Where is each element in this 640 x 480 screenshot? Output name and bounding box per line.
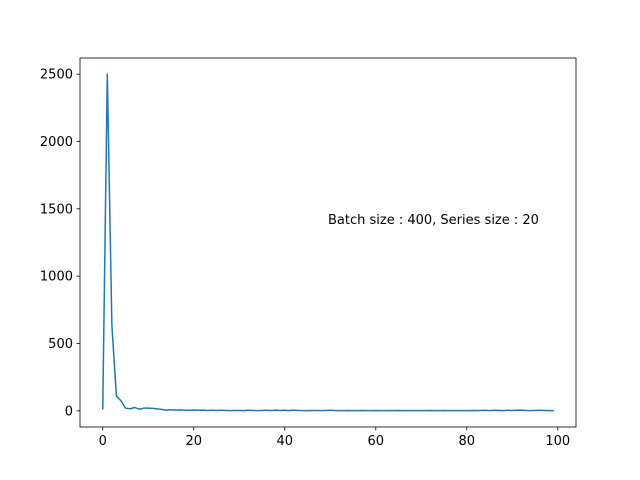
- series-line: [101, 73, 554, 412]
- y-tick-label: 2500: [40, 68, 73, 83]
- x-tick-label: 40: [276, 434, 293, 449]
- y-axis: 0 500 1000 1500 2000 2500: [40, 68, 80, 419]
- y-tick-label: 1500: [40, 202, 73, 217]
- y-tick-label: 2000: [40, 135, 73, 150]
- x-axis: 0 20 40 60 80 100: [99, 427, 570, 449]
- y-tick-label: 1000: [40, 270, 73, 285]
- x-tick-label: 80: [459, 434, 476, 449]
- x-tick-label: 0: [99, 434, 107, 449]
- y-tick-label: 0: [65, 404, 73, 419]
- plot-area: [101, 73, 554, 412]
- axes-frame: [79, 57, 577, 428]
- y-tick-label: 500: [48, 337, 73, 352]
- chart-annotation: Batch size : 400, Series size : 20: [328, 213, 539, 228]
- x-tick-label: 60: [368, 434, 385, 449]
- x-tick-label: 100: [545, 434, 570, 449]
- x-tick-label: 20: [185, 434, 202, 449]
